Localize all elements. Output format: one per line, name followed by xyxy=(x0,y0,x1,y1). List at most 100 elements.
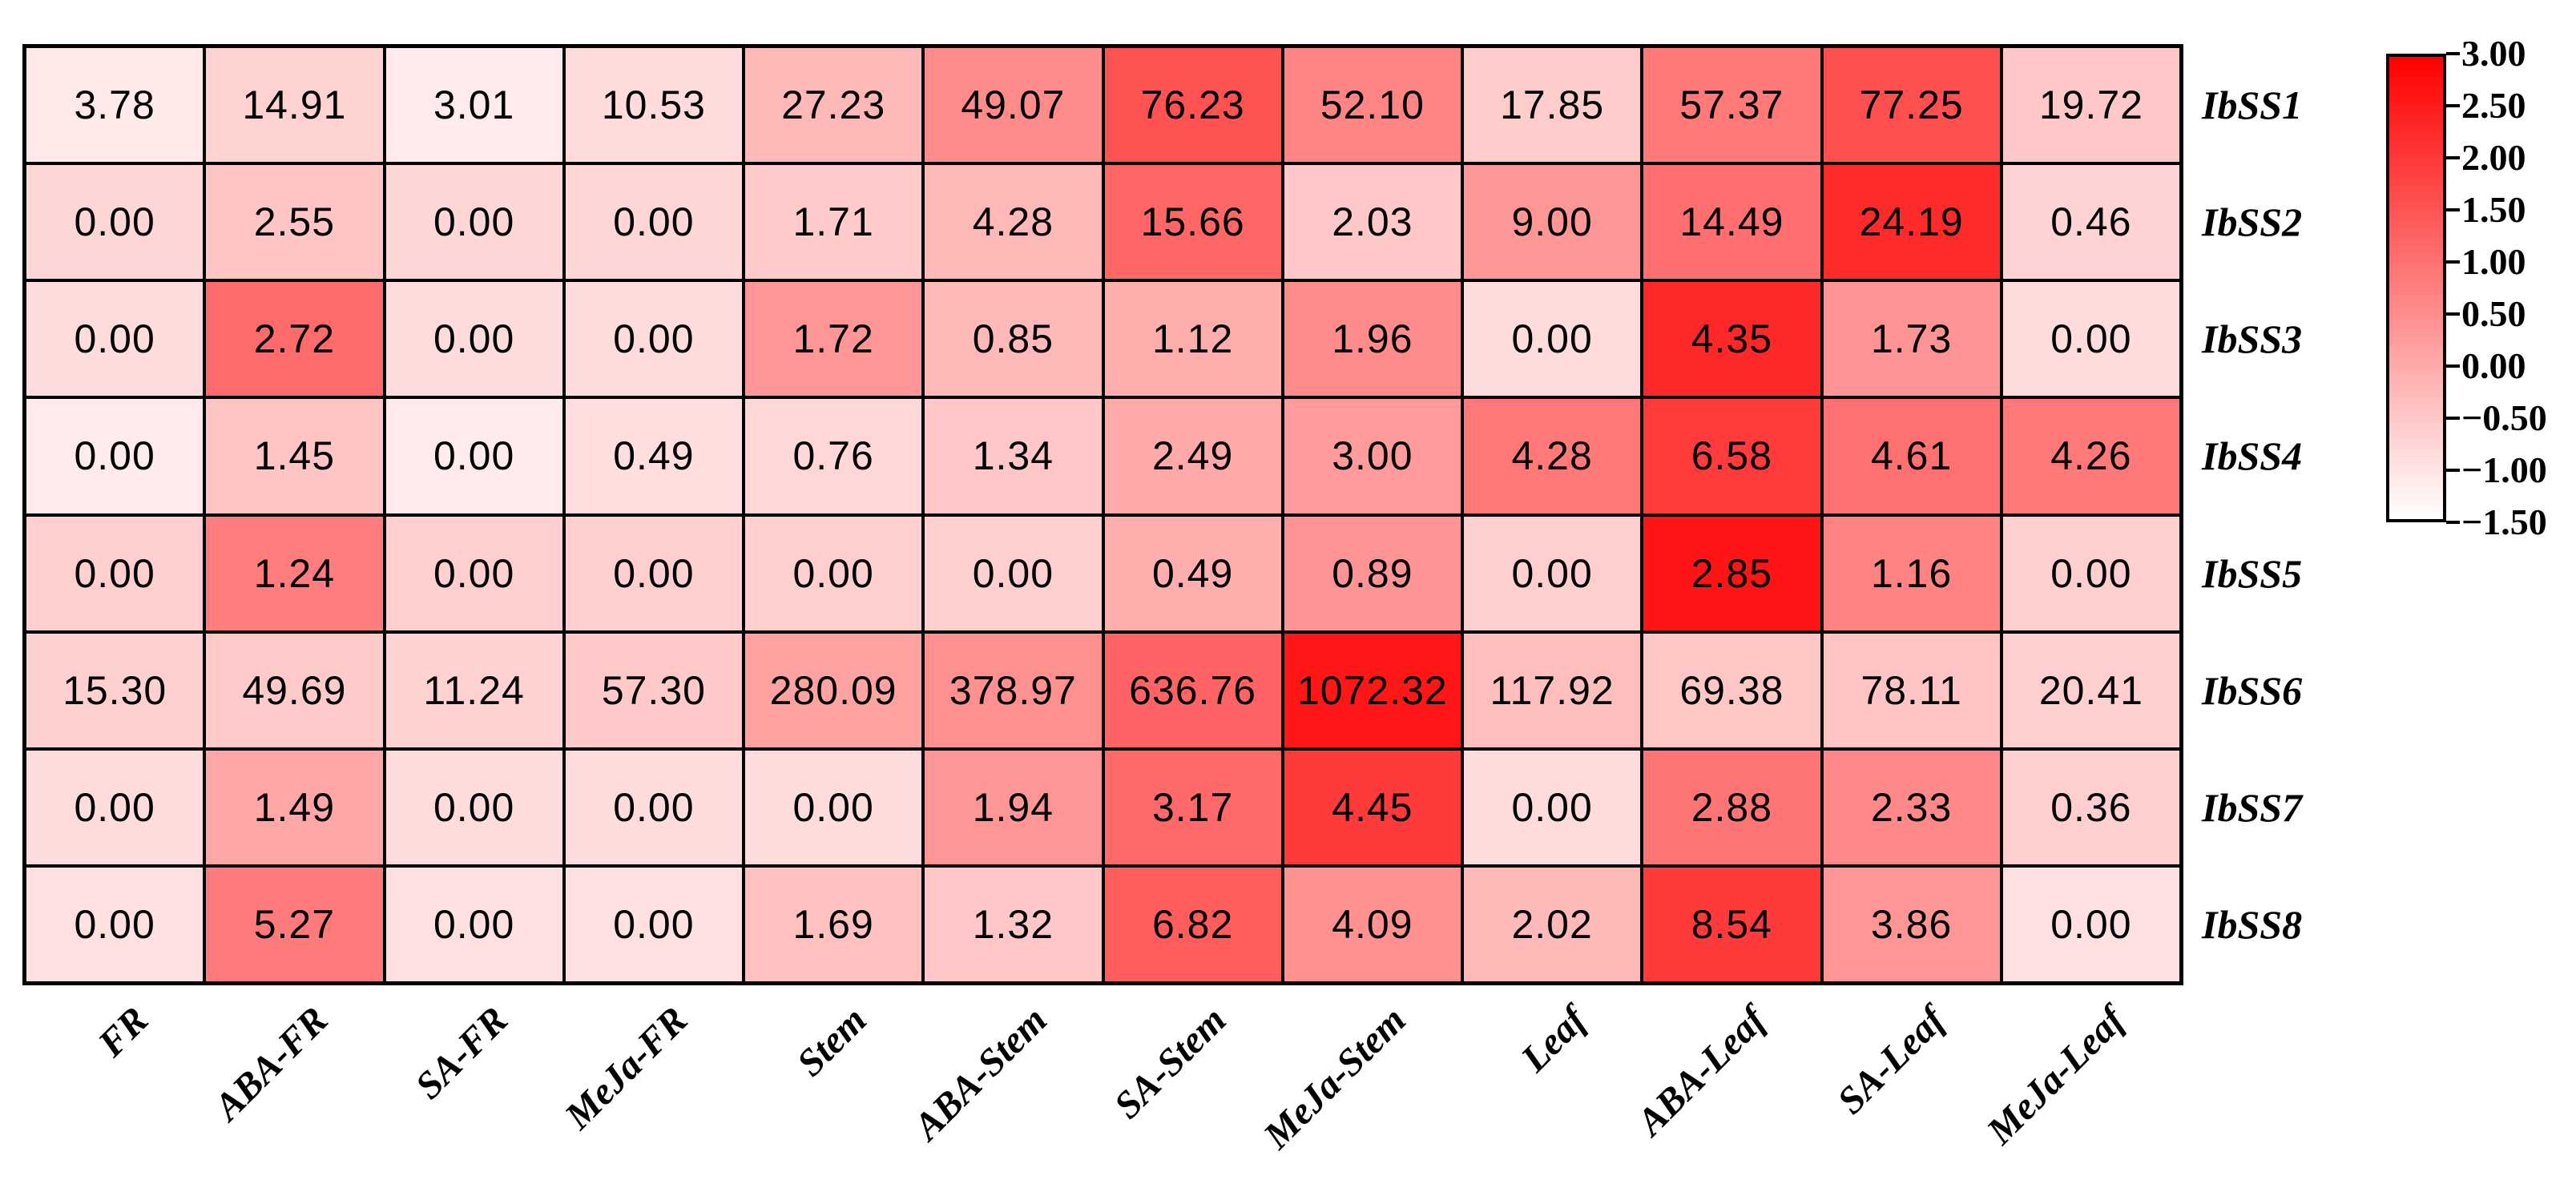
heatmap-cell-IbSS7-ABA-Stem: 1.94 xyxy=(925,750,1102,864)
heatmap-cell-IbSS3-MeJa-Leaf: 0.00 xyxy=(2002,282,2179,397)
cell-value: 0.00 xyxy=(1511,550,1593,596)
heatmap-cell-IbSS1-SA-Leaf: 77.25 xyxy=(1823,48,2000,163)
cell-value: 0.00 xyxy=(2050,901,2132,947)
cell-value: 4.09 xyxy=(1332,901,1413,947)
heatmap-cell-IbSS6-ABA-Stem: 378.97 xyxy=(925,633,1102,747)
cell-value: 6.82 xyxy=(1151,901,1234,947)
cell-value: 0.00 xyxy=(433,784,515,830)
heatmap-cell-IbSS1-Leaf: 17.85 xyxy=(1464,48,1641,163)
heatmap-cell-IbSS6-SA-FR: 11.24 xyxy=(385,633,562,747)
colorbar-tick-label: −0.50 xyxy=(2461,397,2547,438)
cell-value: 0.00 xyxy=(792,550,874,596)
cell-value: 0.49 xyxy=(1151,550,1234,596)
col-label-MeJa-Leaf: MeJa-Leaf xyxy=(1979,998,2134,1153)
cell-value: 9.00 xyxy=(1511,199,1593,245)
heatmap-cell-IbSS3-SA-Stem: 1.12 xyxy=(1104,282,1281,397)
cell-value: 1072.32 xyxy=(1297,667,1448,713)
cell-value: 3.00 xyxy=(1332,433,1413,479)
cell-value: 2.02 xyxy=(1511,901,1593,947)
heatmap-cell-IbSS4-Stem: 0.76 xyxy=(745,399,922,513)
cell-value: 78.11 xyxy=(1860,667,1962,713)
heatmap-cell-IbSS7-MeJa-Leaf: 0.36 xyxy=(2002,750,2179,864)
cell-value: 19.72 xyxy=(2038,83,2143,128)
heatmap-cell-IbSS1-MeJa-FR: 10.53 xyxy=(565,48,742,163)
cell-value: 2.49 xyxy=(1151,433,1234,479)
heatmap-cell-IbSS6-ABA-Leaf: 69.38 xyxy=(1643,633,1820,747)
colorbar-gradient xyxy=(2386,54,2446,522)
heatmap-cell-IbSS7-MeJa-Stem: 4.45 xyxy=(1284,750,1461,864)
colorbar-tick-label: 0.50 xyxy=(2461,293,2526,334)
heatmap-cell-IbSS2-SA-FR: 0.00 xyxy=(385,165,562,280)
cell-value: 0.49 xyxy=(613,433,695,479)
cell-value: 0.00 xyxy=(433,550,515,596)
cell-value: 0.00 xyxy=(972,550,1054,596)
cell-value: 0.46 xyxy=(2050,199,2132,245)
heatmap-cell-IbSS2-Stem: 1.71 xyxy=(745,165,922,280)
colorbar-tick-mark xyxy=(2446,52,2460,55)
heatmap-cell-IbSS5-FR: 0.00 xyxy=(26,516,204,630)
cell-value: 1.24 xyxy=(253,550,336,596)
cell-value: 4.28 xyxy=(1511,433,1593,479)
col-label-Stem: Stem xyxy=(789,998,876,1085)
heatmap-cell-IbSS3-ABA-Stem: 0.85 xyxy=(925,282,1102,397)
heatmap-cell-IbSS4-ABA-Stem: 1.34 xyxy=(925,399,1102,513)
heatmap-cell-IbSS6-Leaf: 117.92 xyxy=(1464,633,1641,747)
cell-value: 1.96 xyxy=(1332,316,1413,362)
heatmap-cell-IbSS6-Stem: 280.09 xyxy=(745,633,922,747)
heatmap-cell-IbSS2-FR: 0.00 xyxy=(26,165,204,280)
cell-value: 10.53 xyxy=(601,83,706,128)
heatmap-cell-IbSS8-MeJa-Leaf: 0.00 xyxy=(2002,867,2179,981)
cell-value: 2.33 xyxy=(1870,784,1953,830)
heatmap-cell-IbSS2-MeJa-FR: 0.00 xyxy=(565,165,742,280)
cell-value: 0.00 xyxy=(433,316,515,362)
cell-value: 0.85 xyxy=(972,316,1054,362)
cell-value: 57.30 xyxy=(601,667,706,713)
heatmap-cell-IbSS5-Leaf: 0.00 xyxy=(1464,516,1641,630)
colorbar-tick-label: 3.00 xyxy=(2461,33,2526,74)
heatmap-cell-IbSS6-ABA-FR: 49.69 xyxy=(206,633,383,747)
heatmap-cell-IbSS3-MeJa-FR: 0.00 xyxy=(565,282,742,397)
cell-value: 0.00 xyxy=(433,199,515,245)
colorbar-tick-label: −1.50 xyxy=(2461,501,2547,542)
col-label-SA-Stem: SA-Stem xyxy=(1106,998,1235,1127)
colorbar-tick-label: 2.50 xyxy=(2461,85,2526,126)
cell-value: 4.61 xyxy=(1870,433,1953,479)
cell-value: 378.97 xyxy=(949,667,1077,713)
heatmap-cell-IbSS2-SA-Stem: 15.66 xyxy=(1104,165,1281,280)
col-label-MeJa-FR: MeJa-FR xyxy=(556,998,696,1138)
heatmap-cell-IbSS8-Leaf: 2.02 xyxy=(1464,867,1641,981)
col-label-MeJa-Stem: MeJa-Stem xyxy=(1256,998,1415,1158)
heatmap-cell-IbSS7-SA-FR: 0.00 xyxy=(385,750,562,864)
heatmap-cell-IbSS7-Stem: 0.00 xyxy=(745,750,922,864)
cell-value: 636.76 xyxy=(1129,667,1257,713)
heatmap-cell-IbSS8-ABA-FR: 5.27 xyxy=(206,867,383,981)
heatmap-cell-IbSS5-MeJa-FR: 0.00 xyxy=(565,516,742,630)
heatmap-cell-IbSS1-SA-FR: 3.01 xyxy=(385,48,562,163)
heatmap-cell-IbSS3-ABA-Leaf: 4.35 xyxy=(1643,282,1820,397)
heatmap-cell-IbSS2-Leaf: 9.00 xyxy=(1464,165,1641,280)
cell-value: 3.17 xyxy=(1151,784,1234,830)
cell-value: 3.01 xyxy=(433,83,515,128)
heatmap-cell-IbSS6-MeJa-Stem: 1072.32 xyxy=(1284,633,1461,747)
colorbar-tick-label: −1.00 xyxy=(2461,449,2547,490)
cell-value: 5.27 xyxy=(253,901,336,947)
cell-value: 3.86 xyxy=(1870,901,1953,947)
heatmap-cell-IbSS7-FR: 0.00 xyxy=(26,750,204,864)
heatmap-cell-IbSS3-Leaf: 0.00 xyxy=(1464,282,1641,397)
cell-value: 0.00 xyxy=(1511,316,1593,362)
heatmap-cell-IbSS7-Leaf: 0.00 xyxy=(1464,750,1641,864)
colorbar-tick-mark xyxy=(2446,364,2460,368)
heatmap-cell-IbSS6-FR: 15.30 xyxy=(26,633,204,747)
heatmap-cell-IbSS1-MeJa-Stem: 52.10 xyxy=(1284,48,1461,163)
cell-value: 2.88 xyxy=(1691,784,1773,830)
heatmap-cell-IbSS7-ABA-FR: 1.49 xyxy=(206,750,383,864)
heatmap-cell-IbSS3-SA-Leaf: 1.73 xyxy=(1823,282,2000,397)
heatmap-cell-IbSS5-SA-Stem: 0.49 xyxy=(1104,516,1281,630)
heatmap-cell-IbSS4-ABA-FR: 1.45 xyxy=(206,399,383,513)
cell-value: 117.92 xyxy=(1490,667,1615,713)
heatmap-cell-IbSS5-ABA-FR: 1.24 xyxy=(206,516,383,630)
cell-value: 0.00 xyxy=(1511,784,1593,830)
cell-value: 76.23 xyxy=(1140,83,1245,128)
row-label-IbSS7: IbSS7 xyxy=(2202,784,2303,830)
heatmap-cell-IbSS5-ABA-Leaf: 2.85 xyxy=(1643,516,1820,630)
